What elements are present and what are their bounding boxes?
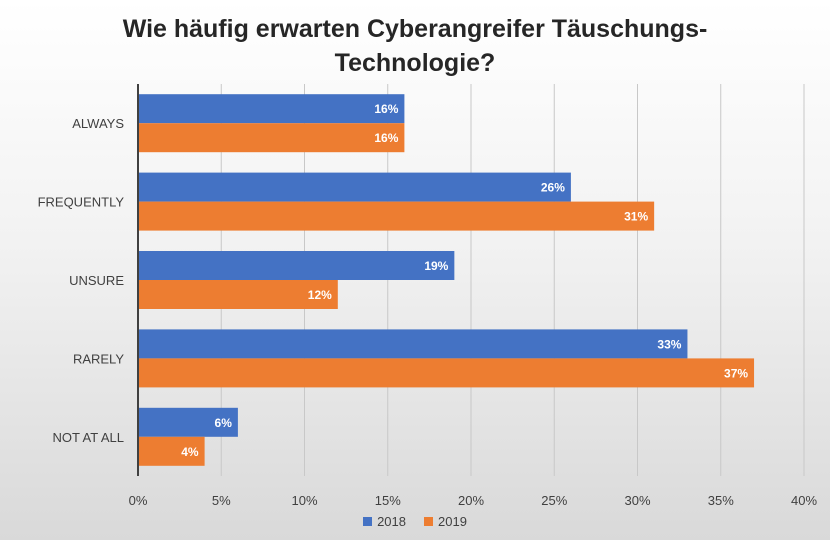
bar-rarely-2018 [138, 329, 688, 359]
category-label-unsure: UNSURE [69, 273, 124, 288]
chart-title-line-2: Technologie? [334, 49, 496, 77]
data-label-rarely-2019: 37% [724, 366, 748, 380]
data-label-rarely-2018: 33% [657, 337, 681, 351]
data-label-frequently-2018: 26% [541, 181, 565, 195]
legend-swatch-2019 [424, 517, 433, 526]
bar-always-2018 [138, 94, 405, 124]
x-tick-label-25: 25% [541, 493, 567, 508]
category-label-frequently: FREQUENTLY [38, 195, 125, 210]
bar-frequently-2018 [138, 172, 571, 202]
category-label-rarely: RARELY [73, 351, 124, 366]
x-tick-label-40: 40% [791, 493, 817, 508]
x-tick-label-30: 30% [624, 493, 650, 508]
data-label-not-at-all-2018: 6% [215, 416, 233, 430]
legend-label-2018: 2018 [377, 514, 406, 529]
data-label-unsure-2018: 19% [424, 259, 448, 273]
legend: 2018 2019 [0, 514, 830, 529]
chart-title-line-1: Wie häufig erwarten Cyberangreifer Täusc… [122, 15, 708, 43]
legend-item-2018: 2018 [363, 514, 406, 529]
data-label-always-2019: 16% [374, 131, 398, 145]
x-tick-label-35: 35% [708, 493, 734, 508]
data-label-always-2018: 16% [374, 102, 398, 116]
legend-item-2019: 2019 [424, 514, 467, 529]
category-label-not-at-all: NOT AT ALL [52, 430, 124, 445]
x-tick-label-20: 20% [458, 493, 484, 508]
legend-label-2019: 2019 [438, 514, 467, 529]
bar-frequently-2019 [138, 201, 655, 231]
x-tick-label-0: 0% [129, 493, 148, 508]
bar-not-at-all-2018 [138, 407, 238, 437]
x-tick-label-10: 10% [291, 493, 317, 508]
bar-not-at-all-2019 [138, 436, 205, 466]
bar-unsure-2019 [138, 280, 338, 309]
bar-rarely-2019 [138, 358, 755, 388]
x-tick-label-5: 5% [212, 493, 231, 508]
legend-swatch-2018 [363, 517, 373, 526]
data-label-not-at-all-2019: 4% [181, 445, 199, 459]
data-label-unsure-2019: 12% [308, 288, 332, 302]
bar-unsure-2018 [138, 251, 455, 280]
bar-always-2019 [138, 123, 405, 153]
x-tick-label-15: 15% [375, 493, 401, 508]
data-label-frequently-2019: 31% [624, 210, 648, 224]
chart-title: Wie häufig erwarten Cyberangreifer Täusc… [0, 12, 830, 80]
category-label-always: ALWAYS [72, 116, 124, 131]
